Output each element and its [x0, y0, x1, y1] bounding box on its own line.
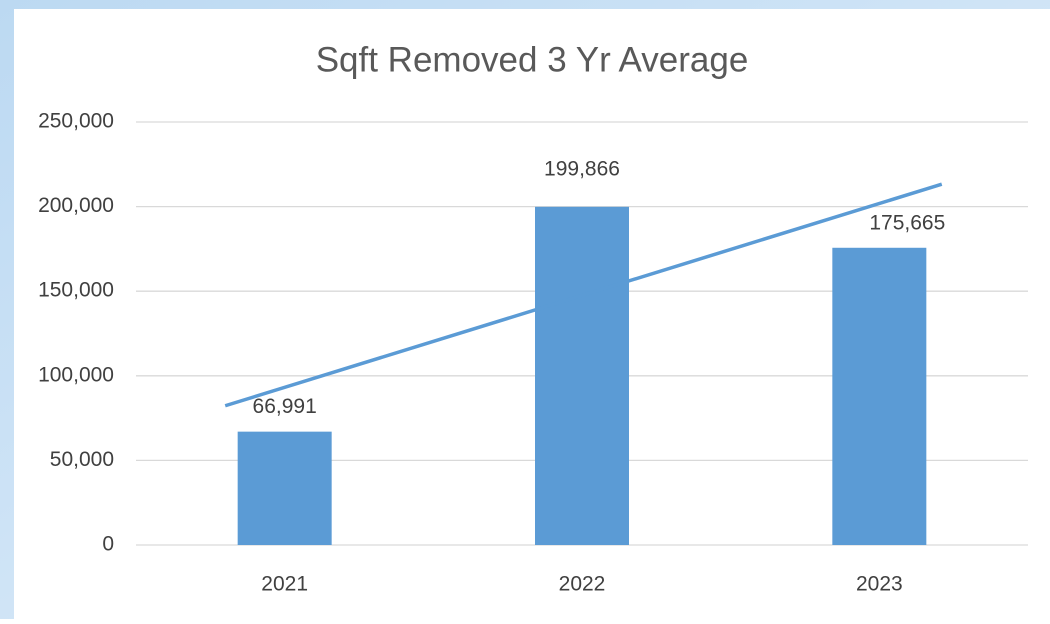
trendline: [224, 182, 943, 408]
y-tick-label: 100,000: [38, 363, 114, 386]
data-label: 66,991: [253, 395, 317, 418]
y-tick-label: 50,000: [50, 448, 114, 471]
bar: [832, 247, 927, 545]
y-tick-label: 200,000: [38, 194, 114, 217]
y-tick-label: 250,000: [38, 110, 114, 133]
x-tick-label: 2021: [261, 573, 308, 596]
x-tick-label: 2023: [856, 573, 903, 596]
bar: [535, 206, 629, 545]
x-tick-label: 2022: [559, 573, 606, 596]
data-label: 199,866: [544, 157, 620, 180]
bar: [237, 431, 332, 545]
chart-title: Sqft Removed 3 Yr Average: [316, 40, 749, 79]
y-tick-label: 0: [102, 533, 114, 556]
data-label: 175,665: [869, 211, 945, 234]
y-tick-label: 150,000: [38, 279, 114, 302]
